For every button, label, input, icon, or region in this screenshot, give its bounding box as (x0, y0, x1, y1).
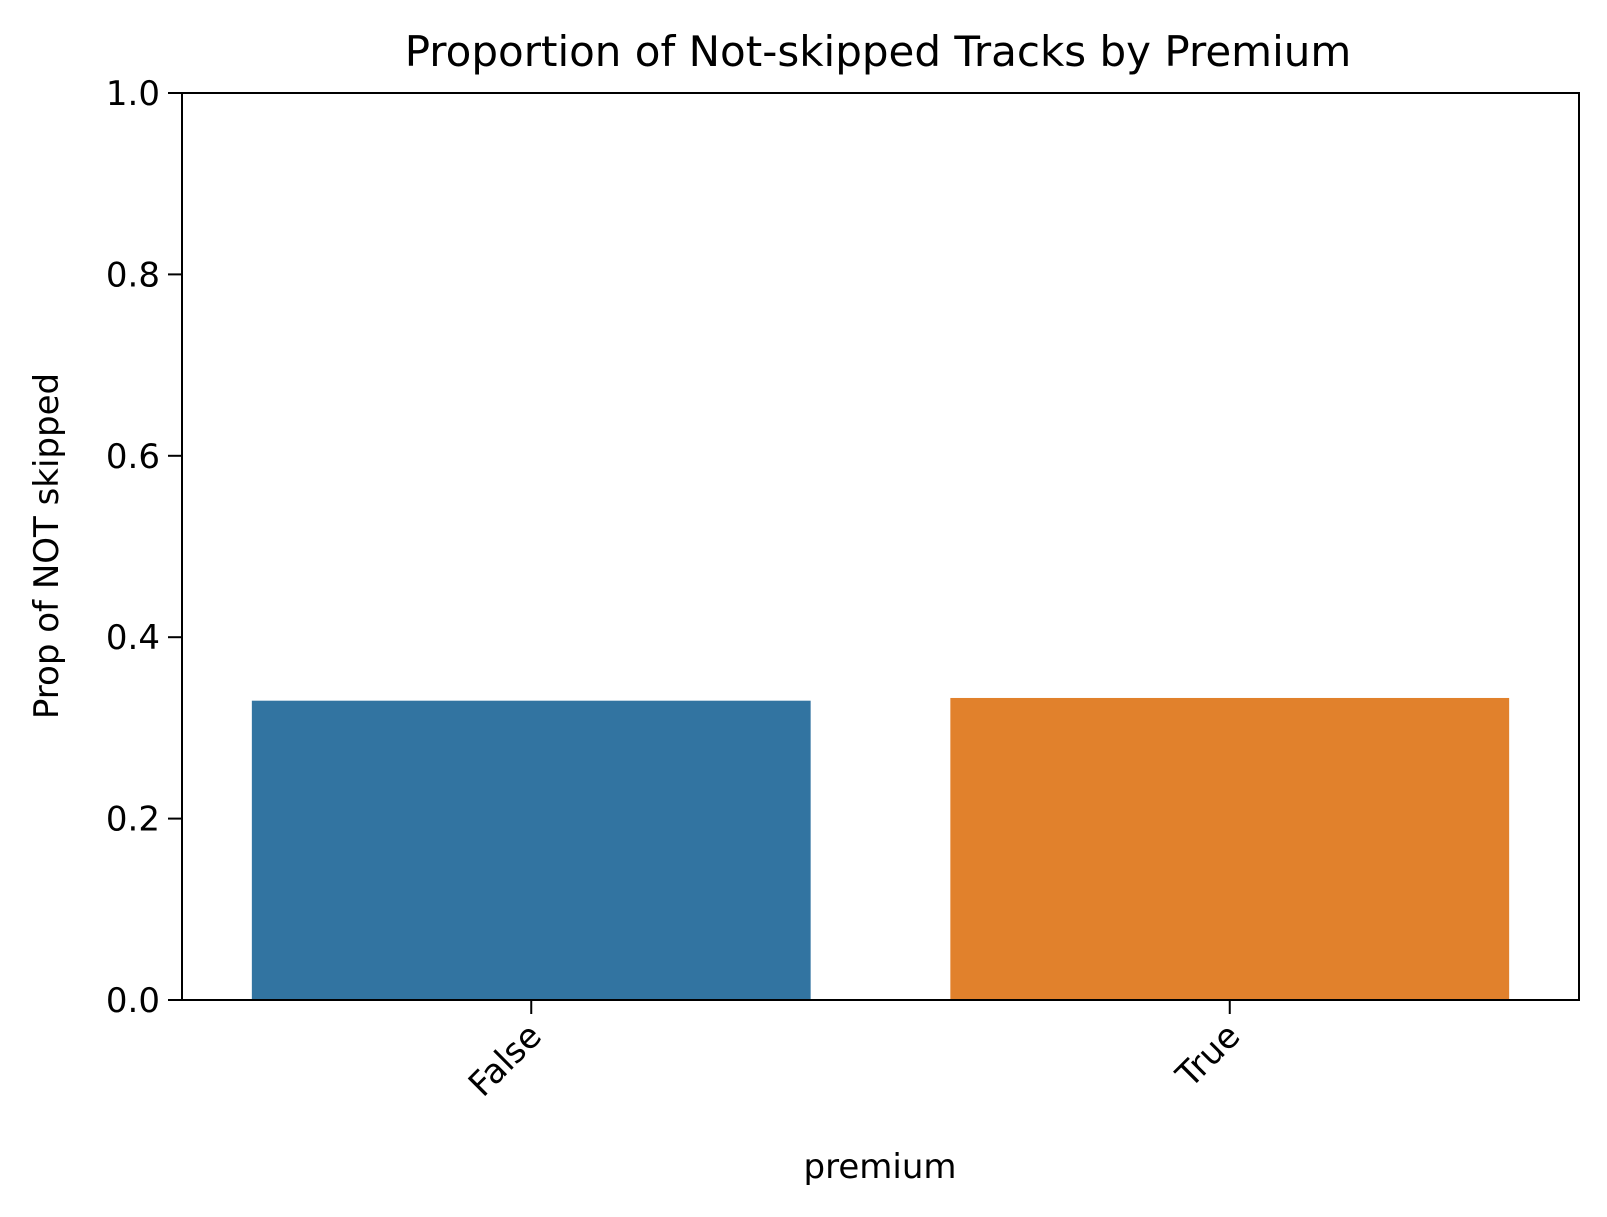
bar-false (251, 700, 811, 1000)
y-axis-label: Prop of NOT skipped (27, 373, 67, 719)
chart-title: Proportion of Not-skipped Tracks by Prem… (405, 27, 1352, 76)
x-axis-label: premium (804, 1147, 957, 1187)
y-tick-label: 1.0 (106, 74, 160, 114)
y-tick-label: 0.2 (106, 800, 160, 840)
y-tick-label: 0.6 (106, 437, 160, 477)
y-tick-label: 0.0 (106, 981, 160, 1021)
bar-true (950, 697, 1510, 1000)
bars-group (251, 697, 1510, 1000)
y-axis: 0.0 0.2 0.4 0.6 0.8 1.0 (106, 74, 182, 1021)
y-tick-label: 0.8 (106, 255, 160, 295)
plot-frame (181, 92, 1580, 1001)
y-tick-label: 0.4 (106, 618, 160, 658)
